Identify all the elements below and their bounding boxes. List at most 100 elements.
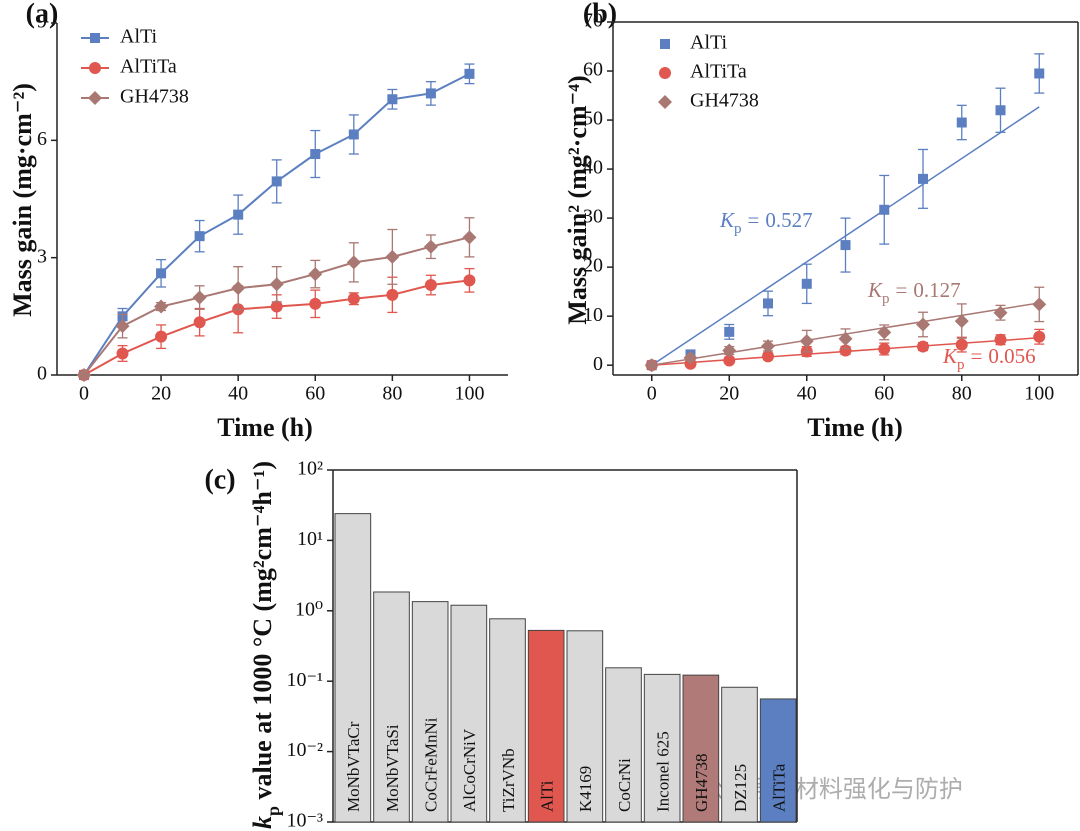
marker (308, 267, 323, 282)
fit-annotation: Kp = 0.056 (942, 344, 1036, 374)
marker (660, 39, 670, 49)
x-tick-label: 80 (952, 383, 972, 405)
marker (1032, 297, 1047, 312)
x-tick-label: 0 (647, 383, 657, 405)
marker (89, 62, 101, 74)
marker (954, 314, 969, 329)
marker (90, 33, 100, 43)
y-tick-label: 50 (583, 108, 603, 130)
y-tick-label: 10¹ (297, 528, 323, 550)
marker (995, 105, 1006, 116)
marker (154, 299, 169, 314)
marker (644, 358, 659, 373)
marker (839, 344, 852, 357)
bar (721, 686, 758, 823)
panel-label: (a) (26, 0, 59, 29)
marker (840, 240, 851, 251)
y-axis-title: kp value at 1000 °C (mg²cm⁻⁴h⁻¹) (248, 461, 283, 829)
fit-value: 0.056 (988, 344, 1035, 368)
x-axis-title: Time (h) (217, 413, 313, 442)
marker (423, 239, 438, 254)
marker (1033, 330, 1046, 343)
y-tick-label: 10⁰ (295, 598, 323, 620)
bar (411, 601, 449, 823)
y-tick-label: 3 (37, 245, 47, 267)
marker (156, 268, 167, 279)
marker (1034, 68, 1045, 79)
marker (917, 340, 929, 353)
marker (386, 288, 399, 301)
bar (450, 604, 488, 823)
fit-annotation: Kp = 0.527 (719, 208, 813, 238)
y-tick-label: 0 (37, 363, 47, 385)
marker (658, 95, 672, 109)
marker (463, 274, 476, 287)
y-axis-title-rest: value at 1000 °C (mg²cm⁻⁴h⁻¹) (248, 461, 277, 806)
bar (682, 674, 720, 823)
marker (424, 279, 437, 292)
fit-value: 0.527 (765, 208, 812, 232)
marker (271, 176, 282, 187)
bar (605, 667, 642, 823)
marker (385, 249, 400, 264)
legend-label: AlTiTa (120, 56, 177, 78)
category-label: AlTi (538, 780, 557, 812)
fit-value: 0.127 (913, 278, 960, 302)
x-tick-label: 0 (79, 383, 89, 405)
marker (270, 300, 283, 313)
marker (763, 298, 773, 309)
marker (310, 149, 321, 160)
category-label: TiZrVNb (499, 748, 518, 812)
marker (838, 331, 853, 346)
marker (801, 278, 812, 289)
marker (683, 350, 698, 365)
marker (722, 343, 737, 358)
x-tick-label: 80 (382, 383, 402, 405)
marker (425, 88, 436, 99)
category-label: AlTiTa (770, 763, 789, 812)
x-tick-label: 40 (228, 383, 248, 405)
bar (527, 629, 565, 823)
marker (346, 255, 361, 270)
marker (387, 94, 398, 105)
legend-label: AlTiTa (690, 61, 747, 83)
fit-operator: = (971, 344, 983, 368)
bar (334, 513, 372, 823)
legend-label: GH4738 (690, 90, 759, 112)
category-label: CoCrNi (615, 758, 634, 812)
y-tick-label: 20 (583, 255, 603, 277)
y-tick-label: 10⁻³ (286, 810, 323, 831)
y-tick-label: 10² (297, 458, 323, 480)
y-tick-label: 10⁻² (286, 739, 323, 761)
y-tick-label: 30 (583, 206, 603, 228)
marker (231, 281, 246, 296)
marker (723, 354, 736, 367)
marker (916, 317, 930, 332)
fit-operator: = (896, 278, 908, 302)
category-label: DZ125 (731, 764, 750, 812)
bar (373, 591, 410, 823)
marker (309, 297, 322, 310)
marker (192, 290, 207, 305)
marker (347, 292, 360, 305)
category-label: K4169 (576, 766, 595, 812)
y-tick-label: 10⁻¹ (286, 669, 323, 691)
category-label: MoNbVTaCr (344, 721, 363, 812)
category-label: GH4738 (692, 753, 711, 812)
marker (269, 277, 284, 292)
marker (994, 333, 1007, 346)
bar (643, 673, 681, 823)
marker (956, 117, 967, 128)
legend-label: AlTi (120, 26, 158, 48)
category-label: AlCoCrNiV (460, 728, 479, 812)
marker (918, 173, 928, 184)
x-tick-label: 100 (454, 383, 484, 405)
y-tick-label: 40 (583, 157, 603, 179)
marker (155, 330, 168, 343)
fit-operator: = (748, 208, 760, 232)
marker (761, 339, 775, 354)
x-tick-label: 60 (874, 383, 894, 405)
y-tick-label: 9 (37, 11, 47, 33)
bar (489, 618, 526, 823)
